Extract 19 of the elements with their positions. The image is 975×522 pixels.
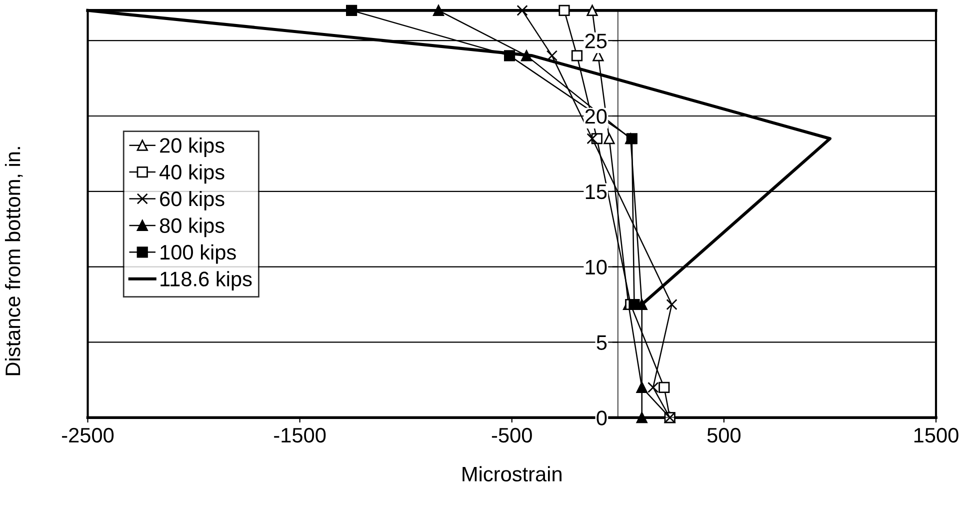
legend-label: 80 kips xyxy=(160,218,224,238)
y-axis-title: Distance from bottom, in. xyxy=(4,147,23,376)
x-tick-label: 1500 xyxy=(914,428,958,443)
legend-label: 20 kips xyxy=(160,138,224,157)
y-tick-label: 0 xyxy=(596,410,607,426)
legend-label: 40 kips xyxy=(160,164,224,184)
x-tick-label: -2500 xyxy=(62,428,114,443)
x-tick-label: -500 xyxy=(492,428,532,443)
y-tick-label: 5 xyxy=(596,335,607,350)
y-tick-label: 20 xyxy=(585,109,607,124)
x-tick-label: -1500 xyxy=(274,428,326,443)
x-tick-label: 500 xyxy=(707,428,741,443)
x-axis-title: Microstrain xyxy=(462,466,562,482)
legend-label: 100 kips xyxy=(160,244,236,264)
y-tick-label: 15 xyxy=(586,184,607,200)
y-tick-label: 10 xyxy=(586,260,607,275)
y-tick-label: 25 xyxy=(585,34,607,48)
legend-label: 60 kips xyxy=(160,190,224,210)
legend-label: 118.6 kips xyxy=(160,271,252,291)
